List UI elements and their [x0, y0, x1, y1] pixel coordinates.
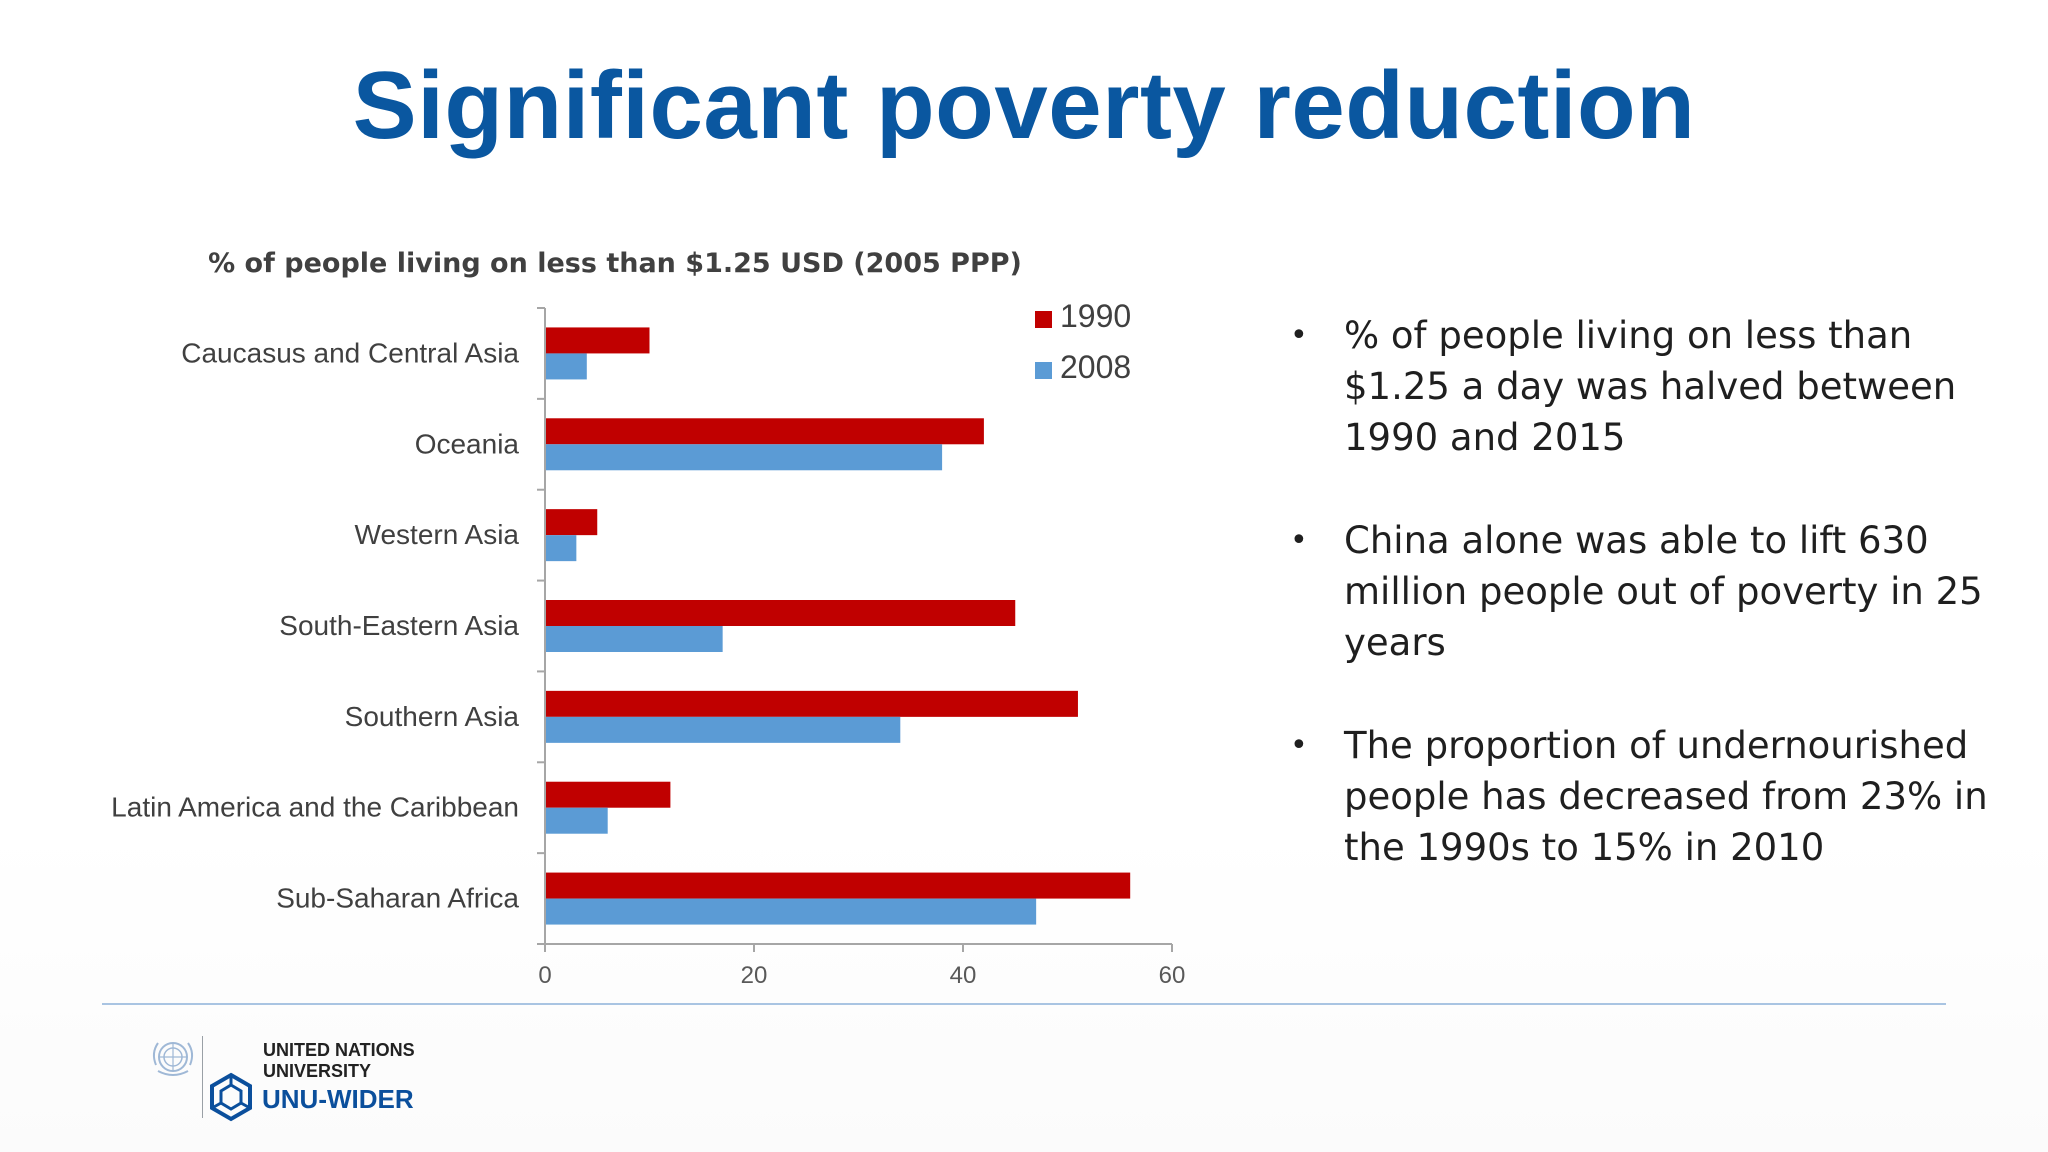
- brand-name: UNU-WIDER: [262, 1084, 414, 1114]
- page-title: Significant poverty reduction: [352, 52, 1696, 159]
- legend-label: 1990: [1060, 298, 1131, 334]
- category-label: Caucasus and Central Asia: [181, 337, 519, 368]
- bullet-item: • The proportion of undernourished peopl…: [1290, 720, 1990, 873]
- bullet-dot-icon: •: [1290, 728, 1308, 763]
- bar-2008: [546, 535, 577, 562]
- unu-mark-icon: [210, 1072, 252, 1122]
- x-tick-label: 20: [741, 962, 768, 989]
- bullet-item: • China alone was able to lift 630 milli…: [1290, 515, 1990, 668]
- footer-divider: [102, 1003, 1946, 1005]
- bullet-text: % of people living on less than $1.25 a …: [1344, 314, 1957, 459]
- category-label: Latin America and the Caribbean: [111, 792, 519, 823]
- bar-2008: [546, 716, 901, 743]
- bar-1990: [546, 872, 1131, 899]
- bar-1990: [546, 781, 671, 808]
- bar-1990: [546, 509, 598, 536]
- bullet-item: • % of people living on less than $1.25 …: [1290, 310, 1990, 463]
- category-label: Southern Asia: [345, 701, 520, 732]
- bullet-dot-icon: •: [1290, 523, 1308, 558]
- chart-plot-area: 0 20 40 60 Caucasus and Central Asia Oceania W…: [111, 298, 1185, 989]
- legend-swatch-2008: [1035, 362, 1052, 379]
- un-emblem-icon: [152, 1042, 194, 1076]
- bar-1990: [546, 690, 1078, 717]
- x-tick-label: 40: [950, 962, 977, 989]
- bar-1990: [546, 327, 650, 354]
- bar-2008: [546, 898, 1037, 925]
- bar-2008: [546, 626, 723, 652]
- chart-title: % of people living on less than $1.25 US…: [208, 248, 1022, 279]
- x-tick-label: 0: [538, 962, 551, 989]
- bullet-text: The proportion of undernourished people …: [1344, 724, 1988, 869]
- bullet-text: China alone was able to lift 630 million…: [1344, 519, 1983, 664]
- category-label: Sub-Saharan Africa: [276, 883, 519, 914]
- unu-wider-logo: UNITED NATIONS UNIVERSITY UNU-WIDER: [140, 1030, 440, 1130]
- legend-label: 2008: [1060, 349, 1131, 385]
- category-label: Oceania: [415, 428, 520, 459]
- org-line-1: UNITED NATIONS: [263, 1040, 415, 1060]
- bullet-list: • % of people living on less than $1.25 …: [1290, 310, 1990, 925]
- bar-2008: [546, 444, 943, 471]
- bar-2008: [546, 807, 608, 834]
- org-line-2: UNIVERSITY: [263, 1061, 372, 1081]
- unu-name: UNITED NATIONS UNIVERSITY: [263, 1040, 415, 1082]
- legend-swatch-1990: [1035, 311, 1052, 328]
- x-tick-label: 60: [1159, 962, 1186, 989]
- bar-1990: [546, 600, 1016, 626]
- category-label: Western Asia: [355, 519, 520, 550]
- bar-2008: [546, 353, 587, 380]
- category-label: South-Eastern Asia: [279, 610, 519, 641]
- bar-chart: % of people living on less than $1.25 US…: [111, 248, 1185, 989]
- bar-1990: [546, 418, 984, 445]
- bullet-dot-icon: •: [1290, 318, 1308, 353]
- logo-divider: [202, 1036, 203, 1118]
